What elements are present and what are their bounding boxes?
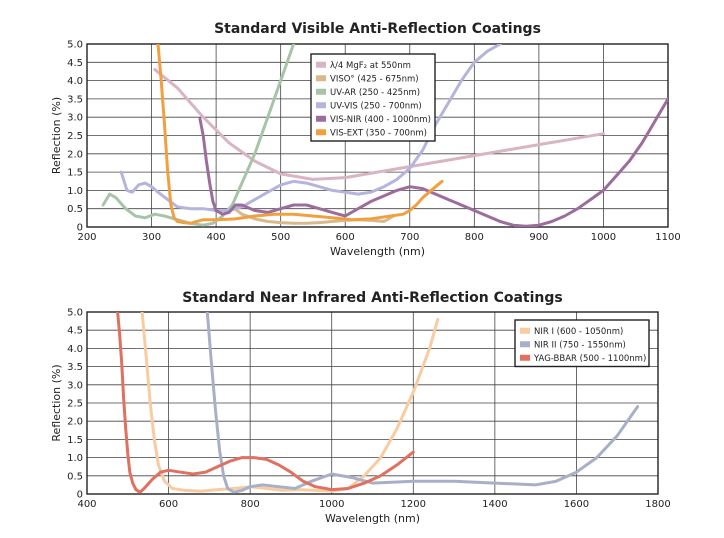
- x-tick-label: 200: [77, 232, 96, 243]
- chart-title: Standard Near Infrared Anti-Reflection C…: [182, 290, 562, 306]
- legend-label: YAG-BBAR (500 - 1100nm): [533, 354, 646, 364]
- legend-swatch-nir1: [520, 327, 530, 334]
- chart-2: Standard Near Infrared Anti-Reflection C…: [50, 290, 671, 525]
- x-tick-label: 600: [336, 232, 355, 243]
- legend-box: [310, 53, 436, 142]
- legend-swatch-uvvis: [316, 102, 326, 109]
- y-tick-label: 1.0: [67, 453, 83, 464]
- y-tick-label: 4.0: [67, 344, 83, 355]
- legend-label: UV-VIS (250 - 700nm): [330, 101, 422, 111]
- legend-label: λ/4 MgF₂ at 550nm: [330, 61, 411, 71]
- x-tick-label: 300: [142, 232, 161, 243]
- series-line-visext: [156, 44, 444, 225]
- legend-swatch-visnir: [316, 115, 326, 122]
- x-tick-label: 800: [465, 232, 484, 243]
- legend-label: VISO° (425 - 675nm): [330, 74, 419, 84]
- x-tick-label: 600: [159, 499, 178, 510]
- y-axis-label: Reflection (%): [50, 364, 63, 441]
- y-tick-label: 3.5: [67, 94, 83, 105]
- x-tick-label: 400: [77, 499, 96, 510]
- y-tick-label: 0: [77, 223, 83, 234]
- x-axis-label: Wavelength (nm): [330, 245, 425, 258]
- y-tick-label: 1.5: [67, 168, 83, 179]
- x-tick-label: 1000: [591, 232, 616, 243]
- series-group: [116, 312, 640, 494]
- legend-label: VIS-EXT (350 - 700nm): [330, 128, 427, 138]
- chart-1: Standard Visible Anti-Reflection Coating…: [50, 21, 681, 258]
- x-tick-label: 800: [241, 499, 260, 510]
- x-tick-label: 1400: [482, 499, 507, 510]
- y-tick-label: 4.0: [67, 76, 83, 87]
- y-tick-label: 5.0: [67, 40, 83, 51]
- x-tick-label: 1600: [564, 499, 589, 510]
- x-tick-label: 900: [529, 232, 548, 243]
- x-axis-label: Wavelength (nm): [325, 512, 420, 525]
- x-tick-label: 400: [207, 232, 226, 243]
- y-tick-label: 4.5: [67, 58, 83, 69]
- y-tick-label: 0.5: [67, 204, 83, 215]
- legend: NIR I (600 - 1050nm) NIR II (750 - 1550nm…: [514, 319, 650, 368]
- y-tick-label: 2.0: [67, 417, 83, 428]
- legend-swatch-yag: [520, 354, 530, 361]
- legend-label: UV-AR (250 - 425nm): [330, 88, 420, 98]
- y-tick-label: 0.5: [67, 471, 83, 482]
- y-tick-label: 3.5: [67, 362, 83, 373]
- legend-swatch-viso: [316, 75, 326, 82]
- x-tick-label: 1000: [319, 499, 344, 510]
- series-line-nir1: [140, 312, 440, 493]
- plot-frame: [86, 311, 659, 495]
- legend-swatch-nir2: [520, 341, 530, 348]
- series-line-mgf2: [153, 68, 605, 181]
- y-tick-label: 4.5: [67, 326, 83, 337]
- x-tick-label: 1100: [655, 232, 680, 243]
- y-tick-label: 2.5: [67, 131, 83, 142]
- y-tick-label: 3.0: [67, 113, 83, 124]
- series-line-nir2: [205, 312, 640, 494]
- legend-label: NIR I (600 - 1050nm): [534, 327, 623, 337]
- legend-box: [514, 319, 650, 368]
- chart-title: Standard Visible Anti-Reflection Coating…: [214, 21, 541, 37]
- x-tick-label: 1800: [645, 499, 670, 510]
- y-tick-label: 2.5: [67, 399, 83, 410]
- series-line-uvar: [101, 44, 296, 227]
- series-line-yag: [116, 312, 415, 494]
- y-tick-label: 1.0: [67, 186, 83, 197]
- legend-label: NIR II (750 - 1550nm): [534, 340, 626, 350]
- plot-frame: [86, 43, 669, 228]
- legend-swatch-uvar: [316, 88, 326, 95]
- series-line-visnir: [198, 97, 668, 227]
- legend-swatch-mgf2: [316, 61, 326, 68]
- y-tick-label: 0: [77, 490, 83, 501]
- y-tick-label: 1.5: [67, 435, 83, 446]
- y-axis-label: Reflection (%): [50, 97, 63, 174]
- legend-label: VIS-NIR (400 - 1000nm): [330, 115, 431, 125]
- y-tick-label: 5.0: [67, 308, 83, 319]
- x-tick-label: 1200: [401, 499, 426, 510]
- x-tick-label: 700: [400, 232, 419, 243]
- y-tick-label: 2.0: [67, 149, 83, 160]
- y-tick-label: 3.0: [67, 380, 83, 391]
- x-tick-label: 500: [271, 232, 290, 243]
- legend: λ/4 MgF₂ at 550nm VISO° (425 - 675nm) UV-A…: [310, 53, 436, 142]
- legend-swatch-visext: [316, 129, 326, 136]
